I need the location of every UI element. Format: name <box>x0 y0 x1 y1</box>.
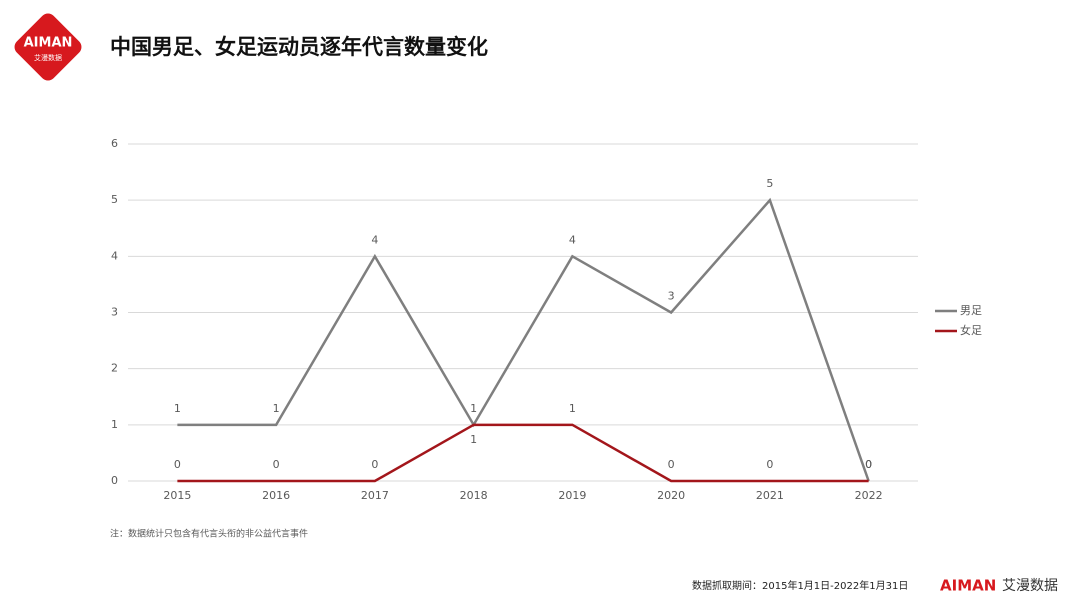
x-tick-label: 2018 <box>460 489 488 502</box>
x-tick-label: 2015 <box>163 489 191 502</box>
x-tick-label: 2020 <box>657 489 685 502</box>
series-line <box>177 197 870 482</box>
footer-logo: AIMAN 艾漫数据 <box>940 577 1058 595</box>
chart-title: 中国男足、女足运动员逐年代言数量变化 <box>110 35 488 59</box>
y-tick-label: 2 <box>111 362 118 375</box>
data-label: 0 <box>865 458 872 471</box>
data-label: 0 <box>766 458 773 471</box>
data-label: 1 <box>174 402 181 415</box>
data-label: 1 <box>273 402 280 415</box>
y-tick-label: 3 <box>111 306 118 319</box>
footer-brand: AIMAN <box>940 577 996 595</box>
data-label: 0 <box>273 458 280 471</box>
data-label: 1 <box>470 433 477 446</box>
logo-sub: 艾漫数据 <box>34 53 62 62</box>
data-label: 4 <box>371 233 378 246</box>
legend-label: 女足 <box>960 323 982 337</box>
logo-brand: AIMAN <box>24 36 73 51</box>
data-label: 3 <box>668 290 675 303</box>
series-line <box>177 423 869 483</box>
x-tick-label: 2019 <box>558 489 586 502</box>
y-tick-label: 0 <box>111 474 118 487</box>
data-label: 1 <box>569 402 576 415</box>
data-label: 0 <box>865 458 872 471</box>
note: 注：数据统计只包含有代言头衔的非公益代言事件 <box>110 528 308 540</box>
y-tick-label: 6 <box>111 137 118 150</box>
x-tick-label: 2016 <box>262 489 290 502</box>
y-tick-label: 4 <box>111 249 118 262</box>
source: 数据抓取期间：2015年1月1日-2022年1月31日 <box>692 579 908 592</box>
data-label: 4 <box>569 233 576 246</box>
logo: AIMAN 艾漫数据 <box>14 13 82 81</box>
data-label: 1 <box>470 402 477 415</box>
x-tick-label: 2017 <box>361 489 389 502</box>
footer-sub: 艾漫数据 <box>1002 578 1058 594</box>
logo-badge <box>14 13 82 81</box>
legend-label: 男足 <box>960 304 982 317</box>
x-tick-label: 2021 <box>756 489 784 502</box>
y-tick-label: 5 <box>111 193 118 206</box>
x-tick-label: 2022 <box>855 489 883 502</box>
y-tick-label: 1 <box>111 418 118 431</box>
data-label: 5 <box>766 177 773 190</box>
data-label: 0 <box>668 458 675 471</box>
data-label: 0 <box>371 458 378 471</box>
data-label: 0 <box>174 458 181 471</box>
